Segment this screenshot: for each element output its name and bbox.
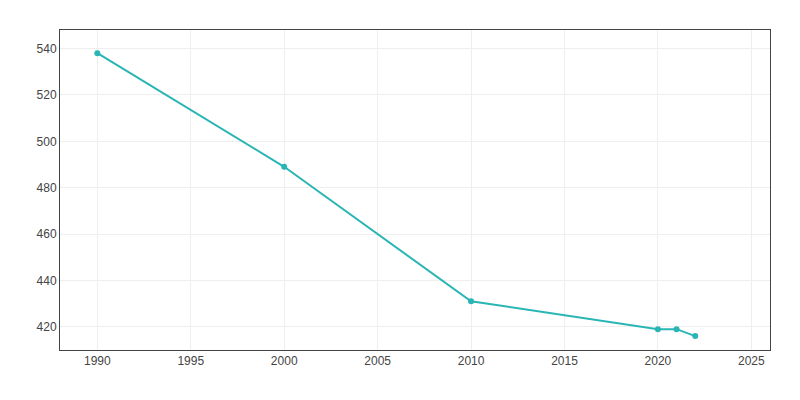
- svg-text:520: 520: [37, 88, 57, 102]
- svg-text:2025: 2025: [738, 354, 765, 368]
- svg-text:2015: 2015: [551, 354, 578, 368]
- svg-text:2000: 2000: [271, 354, 298, 368]
- svg-text:500: 500: [37, 135, 57, 149]
- svg-text:440: 440: [37, 274, 57, 288]
- svg-text:2005: 2005: [364, 354, 391, 368]
- svg-text:480: 480: [37, 181, 57, 195]
- svg-text:460: 460: [37, 227, 57, 241]
- svg-text:2020: 2020: [645, 354, 672, 368]
- svg-text:1995: 1995: [177, 354, 204, 368]
- svg-text:420: 420: [37, 320, 57, 334]
- svg-text:2010: 2010: [458, 354, 485, 368]
- svg-text:540: 540: [37, 42, 57, 56]
- svg-text:1990: 1990: [84, 354, 111, 368]
